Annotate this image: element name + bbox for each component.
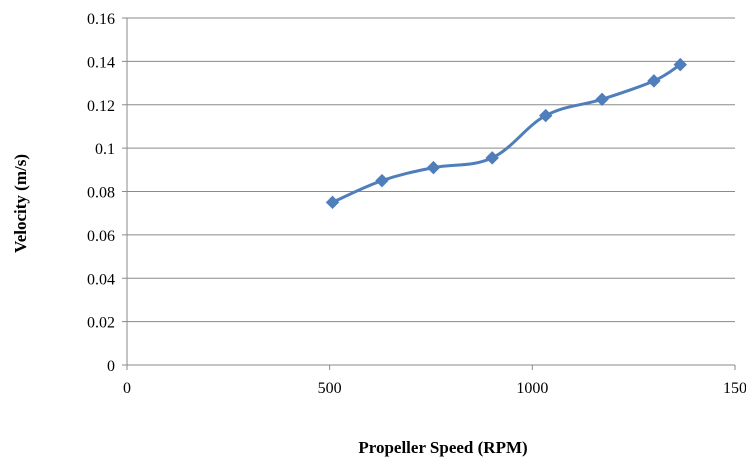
y-tick-label: 0.02 <box>87 315 115 332</box>
y-tick-label: 0.14 <box>87 54 115 71</box>
y-axis-title: Velocity (m/s) <box>11 154 30 253</box>
x-tick-label: 150 <box>723 380 746 397</box>
data-point-marker <box>647 74 661 88</box>
y-tick-label: 0.1 <box>95 141 115 158</box>
data-point-marker <box>375 173 389 188</box>
x-tick-label: 500 <box>318 380 342 397</box>
data-point-marker <box>595 92 609 107</box>
x-axis-title: Propeller Speed (RPM) <box>358 438 527 457</box>
data-point-marker <box>426 160 441 175</box>
data-point-marker <box>325 195 340 210</box>
data-point-markers <box>325 57 687 210</box>
data-point-marker <box>673 57 687 72</box>
x-axis-tick-labels: 0 500 1000 150 <box>123 380 746 397</box>
y-tick-label: 0.08 <box>87 185 115 202</box>
y-tick-label: 0.16 <box>87 11 115 28</box>
y-tick-label: 0 <box>107 358 115 375</box>
x-tick-label: 1000 <box>516 380 548 397</box>
y-tick-label: 0.04 <box>87 271 115 288</box>
y-axis-tick-labels: 0 0.02 0.04 0.06 0.08 0.1 0.12 0.14 0.16 <box>87 11 115 375</box>
y-tick-label: 0.12 <box>87 98 115 115</box>
gridlines <box>127 17 735 323</box>
data-point-marker <box>485 151 499 165</box>
y-tick-label: 0.06 <box>87 228 115 245</box>
axes <box>122 17 736 370</box>
data-point-marker <box>539 108 553 123</box>
x-tick-label: 0 <box>123 380 131 397</box>
